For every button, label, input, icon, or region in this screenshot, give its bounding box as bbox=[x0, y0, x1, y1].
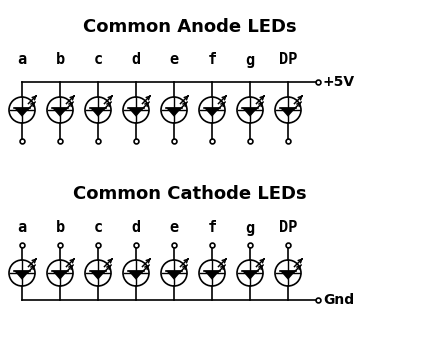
Polygon shape bbox=[204, 107, 220, 117]
Polygon shape bbox=[14, 107, 30, 117]
Text: DP: DP bbox=[279, 221, 297, 236]
Text: e: e bbox=[169, 221, 179, 236]
Polygon shape bbox=[14, 271, 30, 280]
Polygon shape bbox=[90, 107, 106, 117]
Text: Common Cathode LEDs: Common Cathode LEDs bbox=[73, 185, 307, 203]
Text: g: g bbox=[246, 52, 254, 67]
Polygon shape bbox=[52, 271, 68, 280]
Polygon shape bbox=[128, 271, 144, 280]
Polygon shape bbox=[52, 107, 68, 117]
Text: DP: DP bbox=[279, 52, 297, 67]
Text: +5V: +5V bbox=[323, 75, 355, 89]
Polygon shape bbox=[128, 107, 144, 117]
Text: a: a bbox=[17, 52, 26, 67]
Text: d: d bbox=[131, 221, 141, 236]
Text: Gnd: Gnd bbox=[323, 293, 354, 307]
Polygon shape bbox=[242, 271, 258, 280]
Polygon shape bbox=[280, 107, 296, 117]
Text: g: g bbox=[246, 221, 254, 236]
Text: c: c bbox=[94, 52, 103, 67]
Text: f: f bbox=[207, 221, 216, 236]
Text: e: e bbox=[169, 52, 179, 67]
Polygon shape bbox=[204, 271, 220, 280]
Text: Common Anode LEDs: Common Anode LEDs bbox=[83, 18, 297, 36]
Polygon shape bbox=[166, 271, 182, 280]
Text: d: d bbox=[131, 52, 141, 67]
Polygon shape bbox=[166, 107, 182, 117]
Text: a: a bbox=[17, 221, 26, 236]
Text: f: f bbox=[207, 52, 216, 67]
Polygon shape bbox=[90, 271, 106, 280]
Text: b: b bbox=[56, 221, 65, 236]
Polygon shape bbox=[242, 107, 258, 117]
Text: b: b bbox=[56, 52, 65, 67]
Text: c: c bbox=[94, 221, 103, 236]
Polygon shape bbox=[280, 271, 296, 280]
